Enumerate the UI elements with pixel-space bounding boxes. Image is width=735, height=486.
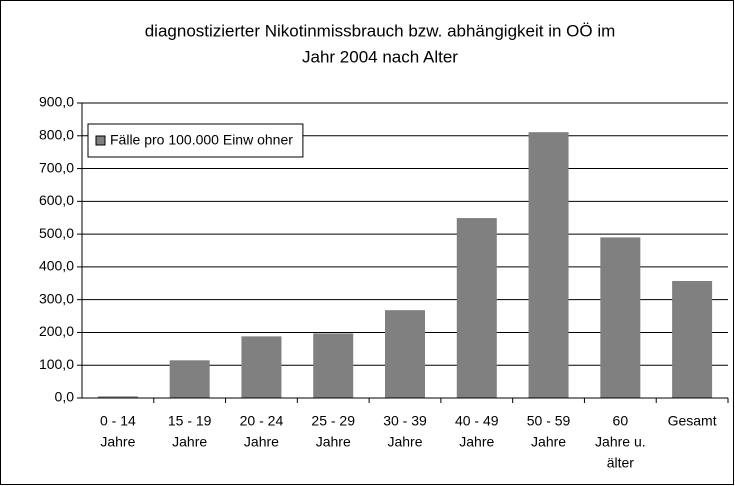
x-tick-label: 60: [613, 413, 629, 429]
bar: [241, 336, 282, 398]
y-tick-label: 800,0: [39, 126, 74, 142]
y-tick-label: 400,0: [39, 258, 74, 274]
chart-title: Jahr 2004 nach Alter: [302, 47, 458, 66]
y-tick-label: 300,0: [39, 290, 74, 306]
x-tick-label: Jahre: [316, 434, 351, 450]
bar: [97, 396, 138, 398]
bar: [600, 237, 641, 398]
x-tick-label: 15 - 19: [168, 413, 212, 429]
x-tick-label: Gesamt: [668, 413, 717, 429]
x-tick-label: älter: [607, 455, 635, 471]
y-tick-label: 0,0: [55, 389, 75, 405]
x-tick-label: 20 - 24: [240, 413, 284, 429]
legend-swatch: [95, 135, 106, 146]
bar: [528, 132, 569, 398]
x-tick-label: Jahre u.: [595, 434, 646, 450]
bar: [385, 310, 425, 398]
x-tick-label: Jahre: [387, 434, 422, 450]
bar: [313, 333, 354, 398]
legend-label: Fälle pro 100.000 Einw ohner: [110, 132, 293, 148]
x-tick-label: Jahre: [100, 434, 135, 450]
bar: [456, 218, 497, 398]
y-tick-label: 900,0: [39, 94, 74, 110]
x-tick-label: 40 - 49: [455, 413, 499, 429]
y-tick-label: 600,0: [39, 192, 74, 208]
x-tick-label: Jahre: [244, 434, 279, 450]
x-tick-label: 0 - 14: [100, 413, 136, 429]
x-tick-label: Jahre: [459, 434, 494, 450]
bar: [169, 360, 210, 398]
y-tick-label: 500,0: [39, 225, 74, 241]
x-tick-label: Jahre: [531, 434, 566, 450]
x-tick-label: 30 - 39: [383, 413, 427, 429]
x-tick-label: 25 - 29: [311, 413, 355, 429]
x-tick-label: 50 - 59: [527, 413, 571, 429]
y-tick-label: 100,0: [39, 356, 74, 372]
y-tick-label: 700,0: [39, 159, 74, 175]
legend: [87, 123, 304, 158]
y-tick-label: 200,0: [39, 323, 74, 339]
bar: [672, 280, 713, 398]
chart-title: diagnostizierter Nikotinmissbrauch bzw. …: [145, 21, 616, 40]
x-tick-label: Jahre: [172, 434, 207, 450]
